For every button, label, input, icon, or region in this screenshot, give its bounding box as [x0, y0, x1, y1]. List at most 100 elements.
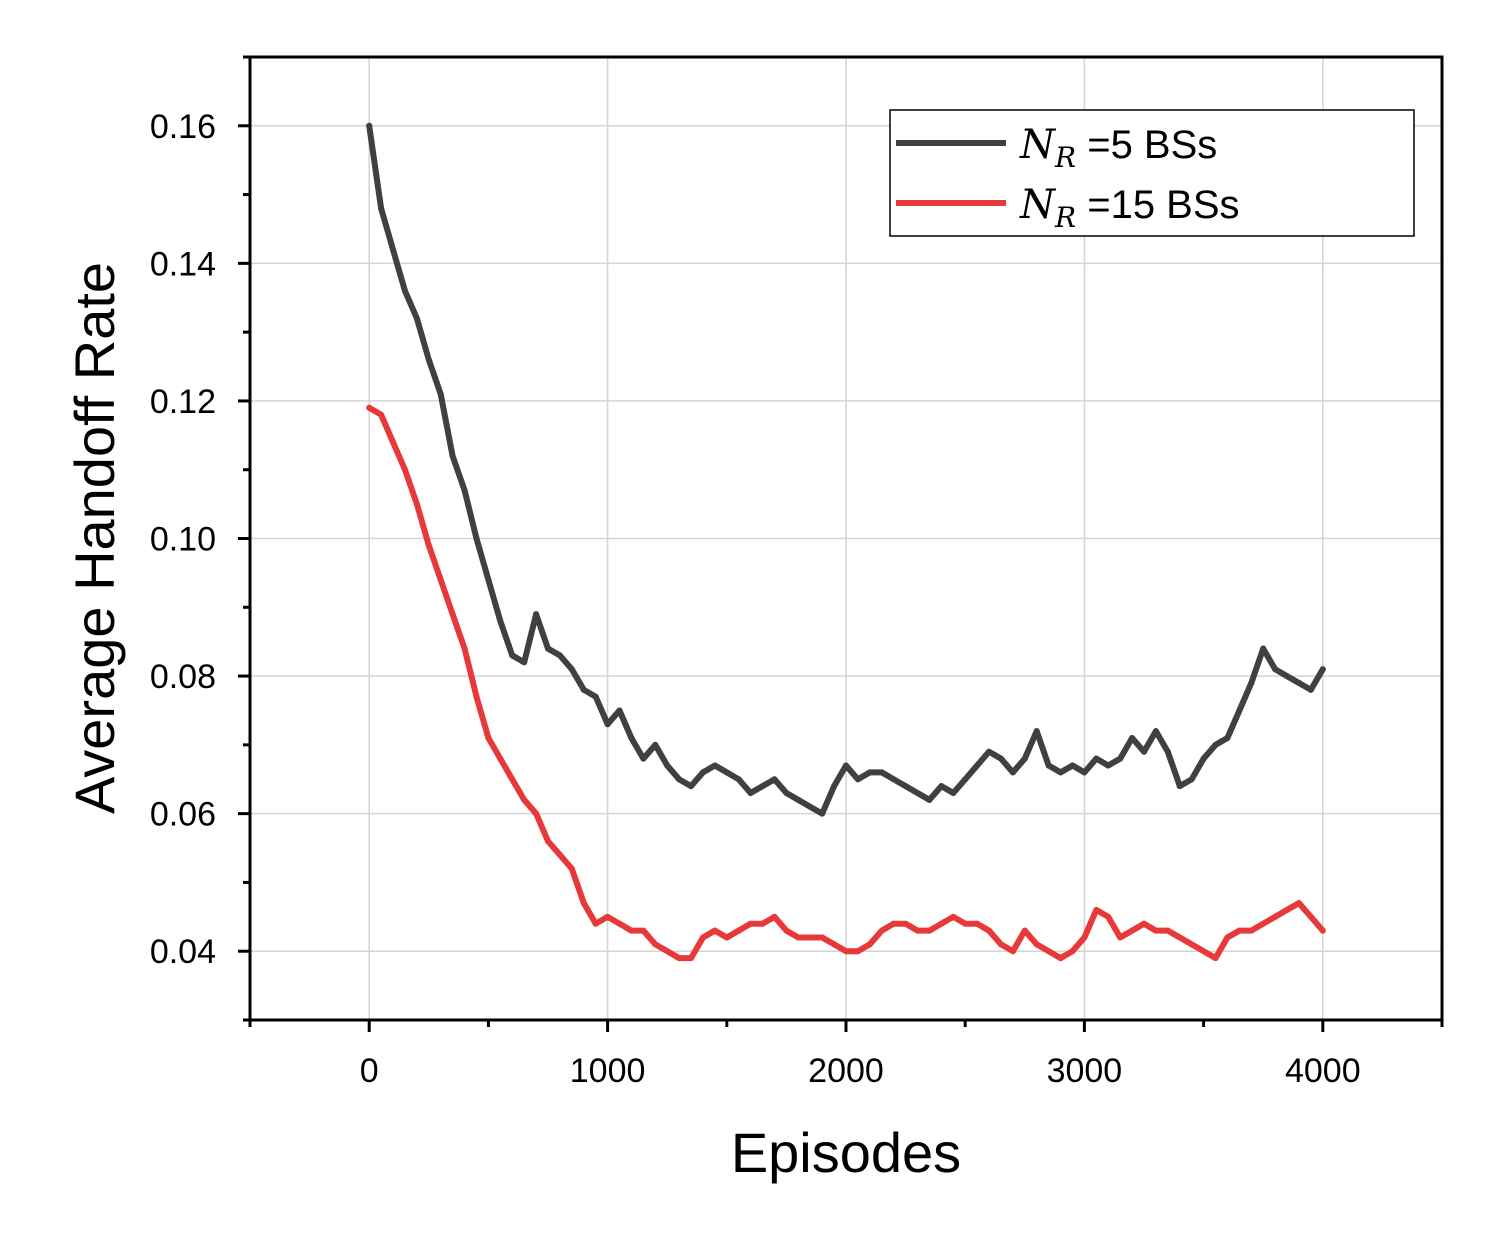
- series-2-point: [437, 576, 444, 583]
- series-2-point: [1236, 927, 1243, 934]
- series-1-point: [1224, 734, 1231, 741]
- series-1-point: [831, 783, 838, 790]
- series-2-point: [1045, 948, 1052, 955]
- series-2-point: [997, 941, 1004, 948]
- series-1-point: [699, 769, 706, 776]
- series-1-point: [628, 734, 635, 741]
- series-2-point: [556, 851, 563, 858]
- series-2-point: [1105, 913, 1112, 920]
- series-2-point: [413, 501, 420, 508]
- series-2-point: [1081, 934, 1088, 941]
- series-1-point: [1129, 734, 1136, 741]
- x-tick-label: 1000: [570, 1052, 646, 1090]
- series-2-point: [1093, 906, 1100, 913]
- series-1-point: [723, 769, 730, 776]
- series-1-point: [1045, 762, 1052, 769]
- series-1-point: [688, 783, 695, 790]
- y-tick-label: 0.16: [150, 108, 216, 146]
- series-2-point: [1141, 920, 1147, 927]
- series-2-point: [640, 927, 647, 934]
- series-1-point: [986, 748, 993, 755]
- series-1-point: [1248, 679, 1255, 686]
- series-2-point: [604, 913, 611, 920]
- series-1-point: [878, 769, 885, 776]
- series-2-point: [914, 927, 921, 934]
- series-2-point: [533, 810, 540, 817]
- series-1-point: [604, 721, 611, 728]
- series-2-point: [592, 920, 599, 927]
- series-2-point: [699, 934, 706, 941]
- series-1-point: [1033, 728, 1040, 735]
- x-tick-label: 2000: [808, 1052, 884, 1090]
- series-2-point: [390, 439, 397, 446]
- series-2-point: [974, 920, 981, 927]
- series-2-point: [366, 404, 373, 411]
- series-1-point: [771, 776, 778, 783]
- series-2-point: [521, 796, 528, 803]
- series-1-point: [711, 762, 718, 769]
- legend-label-series-2: NR =15 BSs: [1019, 182, 1240, 234]
- series-1-point: [413, 315, 420, 322]
- series-2-point: [1057, 955, 1064, 962]
- series-1-point: [783, 790, 790, 797]
- series-2-point: [1152, 927, 1159, 934]
- series-1-point: [1164, 748, 1171, 755]
- series-2-point: [902, 920, 909, 927]
- series-1-point: [1295, 679, 1302, 686]
- series-1-point: [1176, 783, 1183, 790]
- series-2-point: [986, 927, 993, 934]
- x-tick-label: 4000: [1285, 1052, 1361, 1090]
- series-1-point: [890, 776, 897, 783]
- series-1-point: [1272, 666, 1279, 673]
- series-1-point: [640, 755, 647, 762]
- legend-label-series-1: NR =5 BSs: [1019, 122, 1217, 174]
- series-2-point: [1319, 927, 1326, 934]
- series-2-point: [962, 920, 969, 927]
- series-2-point: [1117, 934, 1124, 941]
- legend-symbol-series-2: N: [1019, 182, 1057, 228]
- series-1-point: [759, 783, 766, 790]
- series-1-point: [509, 652, 516, 659]
- series-2-point: [1295, 900, 1302, 907]
- series-1-point: [378, 205, 385, 212]
- y-tick-label: 0.06: [150, 796, 216, 834]
- series-1-point: [735, 776, 742, 783]
- series-1-point: [1057, 769, 1064, 776]
- y-tick-label: 0.08: [150, 658, 216, 696]
- series-1-point: [1141, 748, 1147, 755]
- series-1-point: [449, 452, 456, 459]
- series-1-point: [1284, 673, 1291, 680]
- series-2-point: [545, 838, 551, 845]
- y-tick-label: 0.14: [150, 245, 216, 283]
- series-1-point: [962, 776, 969, 783]
- series-1-point: [950, 790, 957, 797]
- series-2-point: [664, 948, 671, 955]
- y-axis-title: Average Handoff Rate: [63, 262, 126, 814]
- series-1-point: [497, 618, 504, 625]
- series-1-point: [1260, 645, 1267, 652]
- series-1-point: [1009, 769, 1016, 776]
- series-2-point: [401, 466, 408, 473]
- ticks: [238, 55, 1444, 1032]
- series-1-point: [616, 707, 623, 714]
- series-2-point: [878, 927, 885, 934]
- series-2-point: [831, 941, 838, 948]
- series-2-point: [1284, 906, 1291, 913]
- series-1-point: [401, 287, 408, 294]
- series-2-point: [866, 941, 873, 948]
- series-2-point: [628, 927, 635, 934]
- series-2-point: [747, 920, 754, 927]
- series-1-point: [747, 790, 754, 797]
- series-2-point: [616, 920, 623, 927]
- series-1-point: [556, 652, 563, 659]
- series-1-point: [1152, 728, 1159, 735]
- x-tick-label: 3000: [1047, 1052, 1123, 1090]
- series-2-point: [1224, 934, 1231, 941]
- legend-box: [889, 109, 1415, 237]
- legend-name-series-2: =15 BSs: [1076, 183, 1239, 227]
- series-2-point: [497, 755, 504, 762]
- series-2-point: [711, 927, 718, 934]
- legend-symbol-series-1: N: [1019, 122, 1057, 168]
- series-2-point: [1212, 955, 1219, 962]
- series-1-point: [997, 755, 1004, 762]
